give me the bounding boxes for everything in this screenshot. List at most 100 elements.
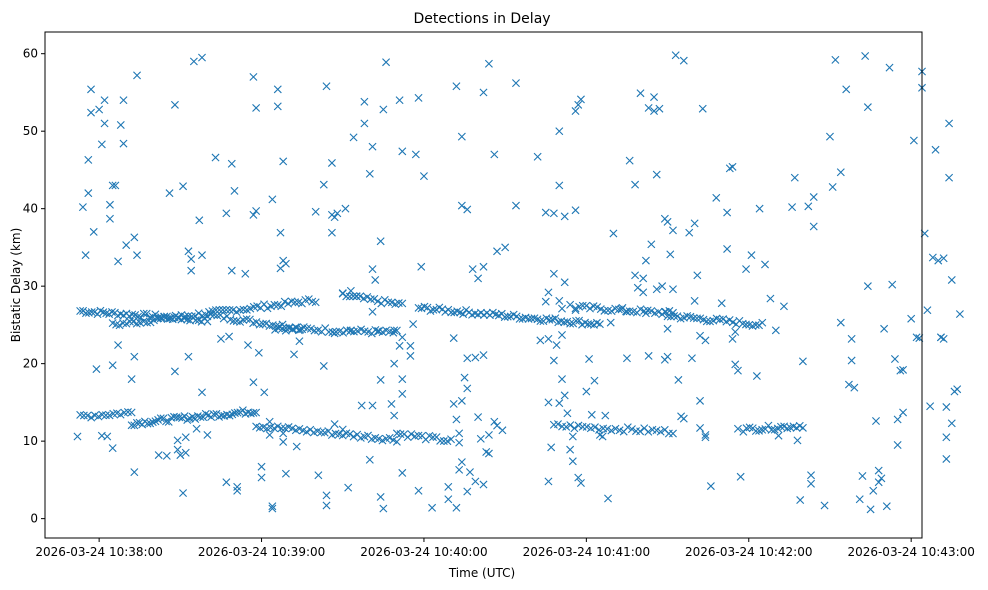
y-tick-label: 20	[23, 357, 38, 371]
plot-area-frame	[44, 31, 923, 539]
data-point	[89, 227, 98, 236]
data-points	[73, 51, 964, 514]
data-point	[670, 311, 679, 320]
data-point	[196, 413, 205, 422]
data-point	[173, 445, 182, 454]
data-point	[230, 186, 239, 195]
data-point	[731, 360, 740, 369]
data-point	[515, 314, 524, 323]
data-point	[463, 384, 472, 393]
data-point	[87, 308, 96, 317]
data-point	[249, 378, 258, 387]
data-point	[198, 53, 206, 62]
data-point	[278, 324, 287, 333]
data-point	[928, 253, 937, 262]
data-point	[100, 119, 109, 128]
data-point	[170, 367, 179, 376]
data-point	[398, 299, 407, 308]
data-point	[471, 477, 480, 486]
data-point	[733, 366, 742, 375]
data-point	[407, 430, 416, 439]
data-point	[575, 316, 584, 325]
data-point	[179, 182, 188, 191]
data-point	[549, 356, 558, 365]
data-point	[322, 491, 331, 500]
data-point	[382, 58, 391, 67]
data-point	[277, 302, 286, 311]
data-point	[568, 432, 577, 441]
data-point	[310, 326, 319, 335]
x-axis: 2026-03-24 10:38:00 2026-03-24 10:39:00 20…	[35, 538, 975, 559]
data-point	[349, 432, 358, 441]
data-point	[338, 425, 347, 434]
y-tick-label: 0	[30, 512, 38, 526]
data-point	[683, 312, 692, 321]
data-point	[222, 478, 231, 487]
data-point	[668, 285, 677, 294]
data-point	[574, 473, 583, 482]
data-point	[360, 97, 369, 106]
data-point	[607, 307, 616, 316]
data-point	[276, 228, 285, 237]
data-point	[211, 153, 220, 162]
data-point	[825, 132, 834, 141]
data-point	[571, 206, 580, 215]
data-point	[479, 262, 488, 271]
data-point	[78, 203, 87, 212]
data-point	[284, 299, 293, 308]
data-point	[671, 51, 680, 60]
data-point	[836, 168, 845, 177]
data-point	[465, 468, 474, 477]
data-point	[265, 417, 274, 426]
data-point	[206, 310, 215, 319]
data-point	[187, 312, 196, 321]
data-point	[127, 375, 136, 384]
data-point	[276, 264, 285, 273]
data-point	[728, 334, 737, 343]
data-point	[291, 298, 300, 307]
data-point	[600, 306, 609, 315]
data-point	[890, 355, 899, 363]
data-point	[180, 412, 189, 421]
data-point	[874, 478, 883, 487]
data-point	[893, 415, 902, 424]
data-point	[942, 403, 951, 412]
y-axis-label: Bistatic Delay (km)	[9, 228, 23, 343]
data-point	[690, 219, 699, 228]
data-point	[330, 213, 339, 222]
data-point	[798, 357, 807, 366]
data-point	[252, 408, 261, 417]
data-point	[265, 430, 274, 439]
data-point	[622, 307, 631, 316]
data-point	[338, 289, 347, 298]
data-point	[209, 310, 218, 319]
data-point	[503, 312, 512, 321]
data-point	[899, 408, 908, 417]
data-point	[623, 423, 632, 432]
data-point	[79, 411, 88, 420]
data-point	[170, 313, 179, 322]
data-point	[511, 79, 520, 88]
data-point	[274, 324, 283, 333]
data-point	[549, 269, 558, 278]
data-point	[947, 275, 956, 284]
data-point	[544, 288, 553, 297]
data-point	[203, 430, 212, 439]
data-point	[390, 359, 399, 368]
data-point	[447, 435, 456, 444]
data-point	[493, 247, 502, 256]
data-point	[468, 265, 477, 274]
x-axis-label: Time (UTC)	[448, 566, 515, 580]
data-point	[187, 255, 196, 264]
data-point	[606, 318, 615, 327]
data-point	[807, 471, 816, 480]
data-point	[923, 306, 932, 315]
data-point	[752, 372, 761, 381]
data-point	[831, 55, 840, 64]
data-point	[114, 257, 123, 266]
data-point	[130, 468, 139, 477]
data-point	[955, 310, 964, 319]
data-point	[560, 391, 569, 400]
data-point	[151, 417, 160, 426]
data-point	[322, 501, 331, 510]
